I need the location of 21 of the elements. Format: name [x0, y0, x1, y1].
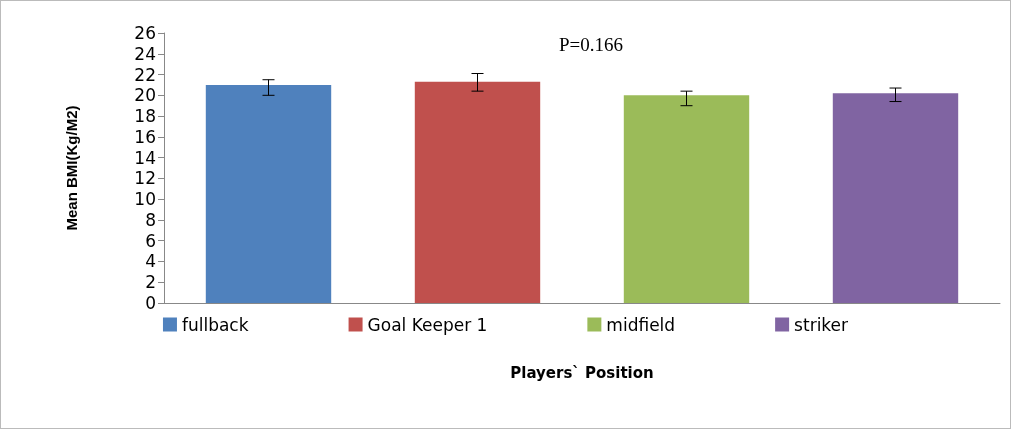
legend-label: Goal Keeper 1: [367, 314, 488, 335]
y-tick-label: 24: [134, 43, 156, 64]
legend-label: striker: [794, 314, 849, 335]
y-tick-label: 12: [134, 168, 156, 189]
legend-label: midfield: [606, 314, 676, 335]
y-tick-label: 18: [134, 106, 156, 127]
y-tick-label: 16: [134, 126, 156, 147]
legend-label: fullback: [181, 314, 249, 335]
y-tick-label: 10: [134, 189, 156, 210]
y-tick-label: 26: [134, 23, 156, 43]
y-tick-label: 22: [134, 64, 156, 85]
y-axis-title: Mean BMI(Kg/M2): [63, 105, 80, 231]
y-tick-label: 6: [145, 230, 156, 251]
x-axis-title: Players` Position: [510, 363, 654, 382]
y-tick-label: 4: [145, 251, 156, 272]
y-tick-label: 0: [145, 293, 156, 313]
y-tick-label: 20: [134, 85, 156, 106]
y-tick-label: 2: [145, 272, 156, 293]
annotation: P=0.166: [559, 34, 624, 55]
y-tick-label: 14: [134, 147, 156, 168]
y-tick-label: 8: [145, 209, 156, 230]
